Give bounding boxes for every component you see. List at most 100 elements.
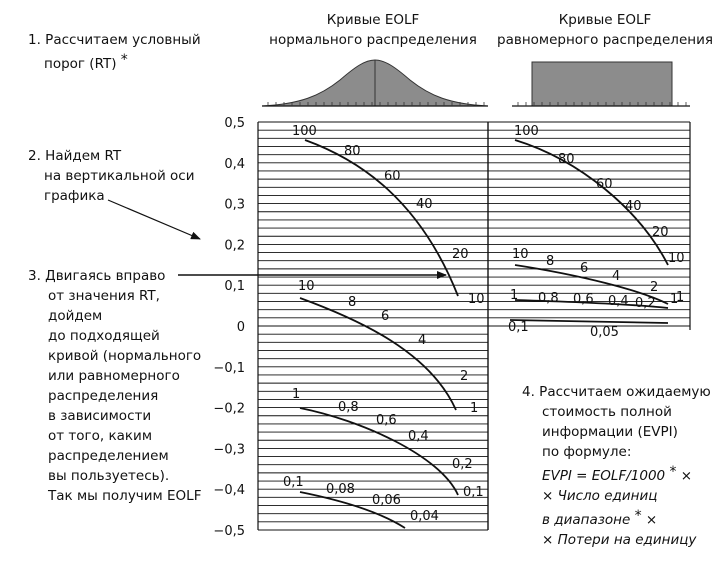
step-3-line-7: распределения (48, 388, 159, 404)
footnote-asterisk: * (120, 52, 128, 68)
step-3-line-9: от того, каким (48, 428, 153, 444)
curve-label: 0,05 (590, 325, 619, 340)
curve-label: 60 (596, 177, 613, 192)
curve-label: 0,4 (608, 294, 629, 309)
curve-label: 0,08 (326, 482, 355, 497)
y-tick-label: −0,5 (213, 524, 245, 539)
y-tick-label: 0,5 (224, 116, 245, 131)
y-tick-label: −0,3 (213, 442, 245, 457)
step-4-line-4: по формуле: (542, 444, 632, 460)
y-tick-label: 0,1 (224, 279, 245, 294)
curve-label: 6 (381, 309, 389, 324)
step-3-line-5: кривой (нормального (48, 348, 202, 364)
curve-label: 1 (292, 387, 300, 402)
curve-label: 0,1 (463, 485, 484, 500)
y-tick-label: −0,1 (213, 361, 245, 376)
distribution-axis-ticks (267, 102, 687, 106)
y-tick-label: 0,3 (224, 198, 245, 213)
curve-label: 0,8 (338, 400, 359, 415)
curve-label: 40 (625, 199, 642, 214)
step-1-line-2: порог (RT) (44, 56, 117, 72)
step-3-line-2: от значения RT, (48, 288, 160, 304)
evpi-formula-line-1: EVPI = EOLF/1000 (542, 468, 666, 484)
curve-label: 10 (298, 279, 315, 294)
uniform-curves-header: Кривые EOLF равномерного распределения (490, 10, 720, 50)
y-tick-label: −0,4 (213, 483, 245, 498)
curve-label: 20 (652, 225, 669, 240)
step-3-line-3: дойдем (48, 308, 103, 324)
curve-label: 8 (348, 295, 356, 310)
curve-label: 0,8 (538, 291, 559, 306)
step-4-line-1: 4. Рассчитаем ожидаемую (522, 384, 711, 400)
step-4-line-3: информации (EVPI) (542, 424, 678, 440)
step-2-line-3: графика (44, 188, 105, 204)
curve-label: 1 (470, 401, 478, 416)
curve-label: 1 (670, 292, 678, 307)
step-2-line-1: 2. Найдем RT (28, 148, 122, 164)
step-1-text: 1. Рассчитаем условный порог (RT) * (28, 30, 201, 74)
y-tick-label: −0,2 (213, 402, 245, 417)
curve-label: 80 (344, 144, 361, 159)
curve-label: 8 (546, 254, 554, 269)
curve-label: 0,04 (410, 509, 439, 524)
curve-label: 0,6 (376, 413, 397, 428)
normal-distribution-icon (261, 59, 489, 107)
y-axis-ticks: 0,5 0,4 0,3 0,2 0,1 0 −0,1 −0,2 −0,3 −0,4 −0,5 (213, 116, 245, 539)
step-3-line-8: в зависимости (48, 408, 152, 424)
curve-label: 10 (668, 251, 685, 266)
curve-label: 4 (612, 269, 620, 284)
curve-label: 20 (452, 247, 469, 262)
eolf-curve (514, 139, 669, 266)
eolf-curve (299, 297, 457, 411)
formula-times-2: × (645, 512, 658, 528)
step-4-line-2: стоимость полной (542, 404, 672, 420)
evpi-formula-line-3: в диапазоне (542, 512, 631, 528)
curve-label: 2 (460, 369, 468, 384)
curve-label: 40 (416, 197, 433, 212)
curve-label: 1 (676, 290, 684, 305)
chart-grid (258, 121, 690, 531)
step-3-line-4: до подходящей (48, 328, 160, 344)
curve-label: 100 (514, 124, 539, 139)
step-3-line-12: Так мы получим EOLF (48, 488, 202, 504)
normal-header-line-1: Кривые EOLF (326, 12, 420, 28)
curve-label: 80 (558, 152, 575, 167)
curve-label: 2 (650, 280, 658, 295)
curve-label: 0,2 (452, 457, 473, 472)
eolf-curve (514, 264, 669, 305)
step-3-line-6: или равномерного (48, 368, 180, 384)
step-2-line-2: на вертикальной оси (44, 168, 195, 184)
formula-asterisk-1: * (669, 464, 677, 480)
evpi-formula-line-4: × Потери на единицу (542, 532, 697, 548)
uniform-header-line-1: Кривые EOLF (558, 12, 652, 28)
curve-label: 0,1 (508, 320, 529, 335)
eolf-curve (299, 491, 406, 529)
normal-curves-header: Кривые EOLF нормального распределения (258, 10, 488, 50)
arrow-to-axis (107, 199, 201, 240)
y-tick-label: 0,4 (224, 157, 245, 172)
curve-label: 100 (292, 124, 317, 139)
curve-label: 0,06 (372, 493, 401, 508)
eolf-curve (304, 139, 459, 297)
curve-label: 1 (510, 288, 518, 303)
formula-times-1: × (680, 468, 693, 484)
y-tick-label: 0 (237, 320, 245, 335)
formula-asterisk-2: * (634, 508, 642, 524)
step-3-line-10: распределением (48, 448, 169, 464)
normal-header-line-2: нормального распределения (269, 32, 477, 48)
eolf-curve (299, 407, 459, 496)
step-3-line-1: 3. Двигаясь вправо (28, 268, 166, 284)
step-2-text: 2. Найдем RT на вертикальной оси графика (28, 146, 194, 206)
eolf-curve (509, 319, 669, 324)
step-1-line-1: 1. Рассчитаем условный (28, 32, 201, 48)
curve-label: 60 (384, 169, 401, 184)
step-4-text: 4. Рассчитаем ожидаемую стоимость полной… (522, 382, 711, 550)
evpi-formula-line-2: × Число единиц (542, 488, 658, 504)
curve-label: 10 (512, 247, 529, 262)
curve-label: 4 (418, 333, 426, 348)
eolf-curve (514, 299, 669, 309)
uniform-distribution-icon (512, 61, 690, 107)
curve-label: 0,4 (408, 429, 429, 444)
